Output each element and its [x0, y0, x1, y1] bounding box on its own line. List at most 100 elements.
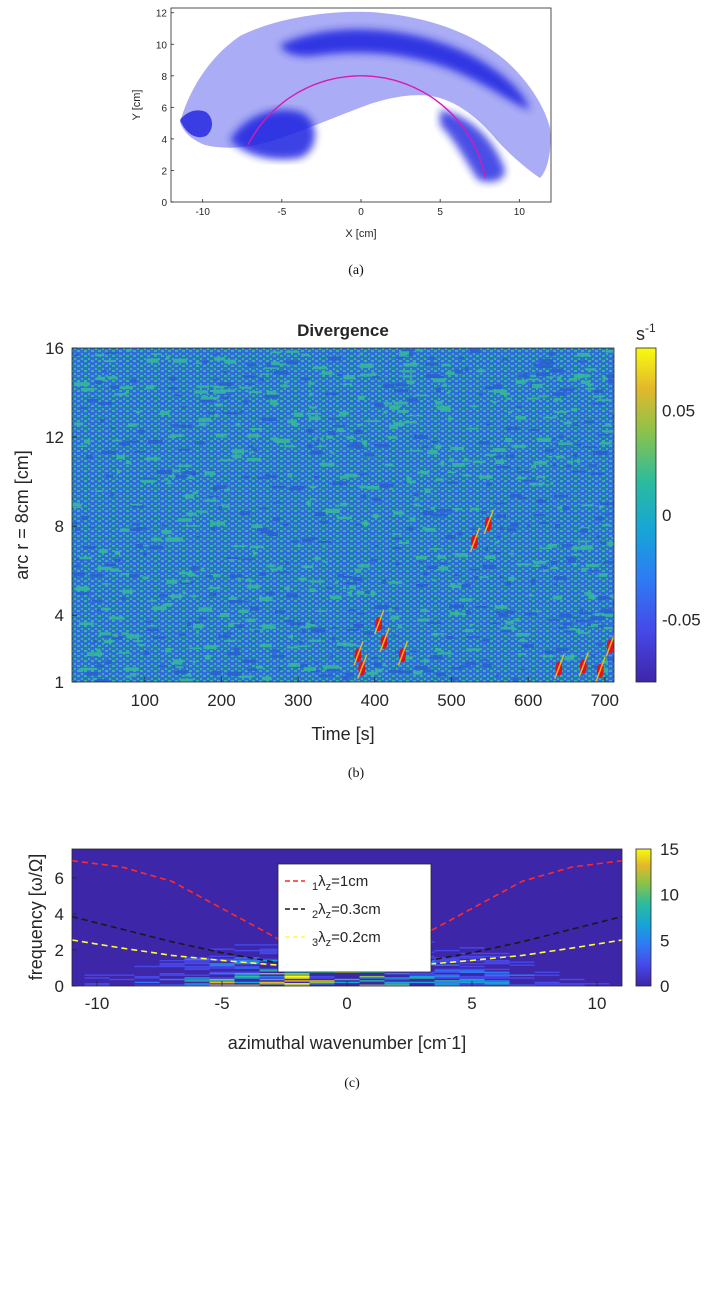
- spectrum-cell: [434, 974, 460, 976]
- x-tick-label-c: 0: [342, 994, 351, 1013]
- divergence-streak: [610, 594, 614, 599]
- divergence-streak: [145, 620, 154, 623]
- divergence-streak: [249, 579, 253, 583]
- divergence-streak: [500, 626, 515, 631]
- divergence-streak: [323, 665, 338, 670]
- divergence-streak: [343, 576, 353, 578]
- divergence-streak: [193, 623, 204, 629]
- spectrum-cell: [259, 970, 285, 972]
- divergence-streak: [182, 591, 186, 595]
- divergence-streak: [229, 596, 238, 600]
- divergence-streak: [198, 510, 208, 513]
- divergence-streak: [218, 382, 234, 386]
- divergence-streak: [212, 496, 216, 501]
- divergence-streak: [129, 573, 139, 578]
- divergence-streaks: [72, 348, 614, 682]
- divergence-streak: [109, 568, 120, 572]
- spectrum-cell: [234, 981, 260, 984]
- spectrum-cell: [484, 977, 510, 979]
- divergence-streak: [418, 560, 423, 563]
- y-tick-label-c: 2: [55, 941, 64, 960]
- divergence-streak: [435, 387, 441, 393]
- spectrum-cell: [234, 958, 260, 960]
- divergence-streak: [595, 643, 604, 646]
- divergence-streak: [499, 575, 504, 579]
- divergence-streak: [119, 441, 131, 446]
- spectrum-cell: [434, 964, 460, 966]
- divergence-streak: [275, 438, 291, 443]
- divergence-streak: [529, 482, 544, 486]
- divergence-streak: [493, 384, 503, 389]
- divergence-streak: [435, 478, 444, 481]
- divergence-streak: [252, 448, 257, 452]
- divergence-streak: [332, 481, 348, 486]
- chart-b-title: Divergence: [297, 321, 389, 340]
- spectrum-cell: [84, 977, 110, 979]
- spectrum-cell: [459, 955, 485, 958]
- divergence-streak: [245, 578, 249, 582]
- divergence-streak: [310, 628, 325, 633]
- divergence-streak: [200, 398, 213, 403]
- divergence-streak: [552, 463, 556, 467]
- divergence-streak: [161, 524, 169, 527]
- divergence-streak: [533, 363, 538, 367]
- divergence-streak: [378, 626, 385, 630]
- divergence-streak: [522, 644, 534, 648]
- divergence-streak: [121, 632, 129, 635]
- divergence-streak: [363, 631, 375, 635]
- divergence-streak: [526, 374, 536, 378]
- spectrum-cell: [434, 958, 460, 960]
- divergence-streak: [93, 639, 97, 643]
- spectrum-cell: [209, 973, 235, 975]
- divergence-streak: [242, 558, 255, 561]
- divergence-streak: [516, 471, 530, 473]
- divergence-streak: [142, 576, 149, 580]
- divergence-streak: [285, 350, 299, 353]
- divergence-streak: [359, 352, 364, 356]
- divergence-streak: [79, 556, 92, 560]
- divergence-streak: [247, 445, 254, 448]
- divergence-streak: [465, 661, 476, 665]
- divergence-streak: [73, 504, 82, 506]
- divergence-streak: [120, 528, 134, 532]
- divergence-streak: [135, 410, 141, 414]
- divergence-streak: [301, 565, 314, 568]
- spectrum-cell: [209, 958, 235, 960]
- hot-streak: [595, 656, 606, 682]
- divergence-streak: [282, 523, 289, 527]
- spectrum-cell: [534, 974, 560, 976]
- divergence-streak: [408, 414, 423, 417]
- divergence-streak: [214, 413, 219, 418]
- divergence-streak: [604, 430, 614, 433]
- spectrum-cell: [484, 971, 510, 973]
- divergence-streak: [531, 564, 541, 567]
- divergence-streak: [410, 362, 417, 364]
- divergence-streak: [499, 526, 503, 531]
- divergence-streak: [305, 412, 321, 415]
- y-tick-label-a: 0: [161, 198, 167, 209]
- divergence-streak: [119, 386, 133, 389]
- divergence-streak: [427, 565, 439, 570]
- divergence-streak: [114, 393, 127, 396]
- y-tick-label-c: 0: [55, 977, 64, 996]
- divergence-streak: [147, 628, 160, 632]
- divergence-streak: [483, 663, 492, 668]
- divergence-streak: [346, 444, 356, 448]
- spectrum-cell: [434, 983, 460, 985]
- divergence-streak: [143, 552, 147, 557]
- divergence-streak: [475, 606, 488, 609]
- divergence-streak: [392, 537, 403, 540]
- divergence-streak: [215, 433, 228, 438]
- divergence-streak: [342, 586, 346, 589]
- divergence-streak: [339, 411, 349, 416]
- divergence-streak: [401, 354, 407, 357]
- divergence-streak: [427, 449, 438, 455]
- divergence-streak: [314, 556, 321, 560]
- divergence-streak: [175, 474, 188, 479]
- divergence-streak: [594, 613, 600, 617]
- divergence-streak: [226, 412, 239, 415]
- divergence-streak: [244, 600, 248, 603]
- spectrum-cell: [134, 981, 160, 984]
- divergence-streak: [423, 659, 429, 663]
- divergence-streak: [564, 655, 575, 661]
